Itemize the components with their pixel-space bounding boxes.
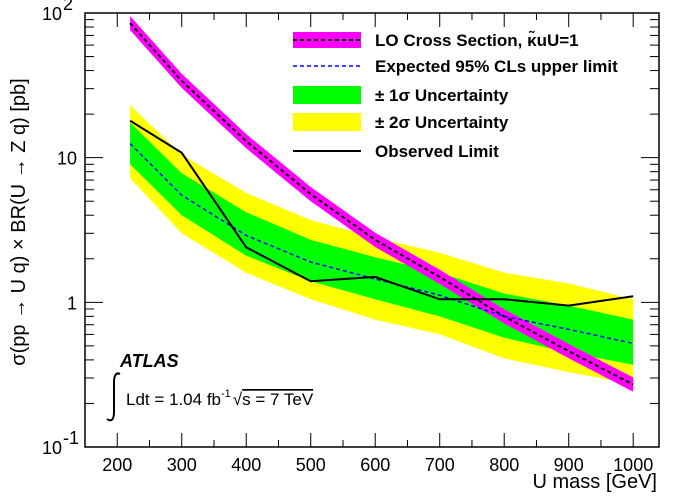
lo-cross-section-line [129, 22, 634, 386]
legend: LO Cross Section, κ̃uU=1 Expected 95% CLs… [293, 30, 618, 161]
lumi-prefix: Ldt = 1.04 fb [126, 390, 221, 409]
legend-label-observed: Observed Limit [375, 142, 499, 161]
legend-lo-swatch [293, 32, 361, 48]
sqrt-icon: √ [233, 390, 243, 409]
svg-text:Ldt = 1.04 fb-1√s = 7 TeV: Ldt = 1.04 fb-1 √s = 7 TeV [126, 388, 314, 409]
y-tick-label: 10 [42, 438, 62, 458]
x-tick-label: 500 [296, 455, 326, 475]
x-tick-label: 600 [360, 455, 390, 475]
y-tick-exponent: 2 [63, 0, 73, 14]
y-tick-label: 10 [57, 149, 77, 169]
observed-limit-line [129, 119, 634, 307]
x-axis-title: U mass [GeV] [533, 471, 657, 493]
x-tick-label: 800 [489, 455, 519, 475]
plot-frame [84, 12, 660, 448]
atlas-label: ATLAS [119, 351, 179, 371]
legend-two-sigma-swatch [293, 113, 361, 131]
axis-ticks [84, 13, 659, 448]
y-tick-exponent: -1 [63, 428, 79, 448]
lo-cross-section-band [130, 16, 634, 392]
luminosity-label: Ldt = 1.04 fb-1 √s = 7 TeV [106, 372, 314, 422]
legend-label-one-sigma: ± 1σ Uncertainty [375, 86, 509, 105]
x-tick-label: 300 [167, 455, 197, 475]
integral-sign-icon [106, 372, 121, 422]
legend-label-lo: LO Cross Section, κ̃uU=1 [375, 30, 579, 50]
x-tick-label: 1000 [613, 455, 653, 475]
x-tick-label: 400 [231, 455, 261, 475]
lumi-exponent: -1 [221, 388, 231, 400]
x-tick-label: 900 [554, 455, 584, 475]
x-tick-label: 200 [102, 455, 132, 475]
lumi-energy: s = 7 TeV [242, 390, 314, 409]
x-tick-label: 700 [425, 455, 455, 475]
legend-label-two-sigma: ± 2σ Uncertainty [375, 113, 509, 132]
y-tick-label: 10 [42, 4, 62, 24]
expected-limit-line [129, 143, 634, 345]
legend-label-expected: Expected 95% CLs upper limit [375, 57, 618, 76]
y-axis-title: σ(pp → U q) × BR(U → Z q) [pb] [8, 78, 30, 365]
legend-one-sigma-swatch [293, 86, 361, 104]
limit-lines [129, 16, 634, 392]
one-sigma-band [130, 122, 634, 365]
y-tick-label: 1 [67, 293, 77, 313]
